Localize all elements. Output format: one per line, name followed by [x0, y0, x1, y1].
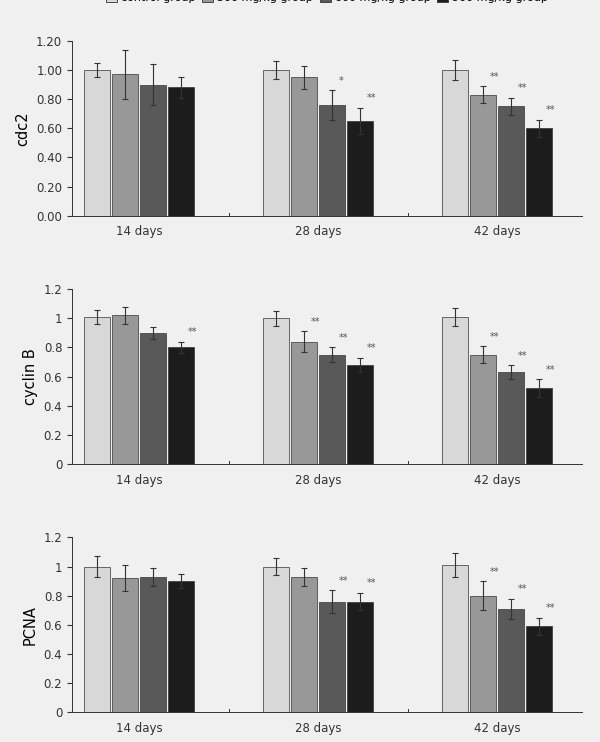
- Bar: [526, 128, 552, 216]
- Bar: [319, 355, 345, 464]
- Bar: [470, 95, 496, 216]
- Bar: [168, 581, 194, 712]
- Text: **: **: [367, 93, 376, 103]
- Text: **: **: [490, 567, 499, 577]
- Bar: [140, 577, 166, 712]
- Bar: [526, 626, 552, 712]
- Y-axis label: PCNA: PCNA: [23, 605, 38, 645]
- Bar: [291, 577, 317, 712]
- Bar: [319, 602, 345, 712]
- Bar: [112, 74, 138, 216]
- Y-axis label: cyclin B: cyclin B: [23, 348, 38, 405]
- Bar: [291, 77, 317, 216]
- Bar: [498, 106, 524, 216]
- Bar: [291, 341, 317, 464]
- Bar: [168, 347, 194, 464]
- Bar: [112, 578, 138, 712]
- Bar: [347, 365, 373, 464]
- Bar: [442, 565, 468, 712]
- Legend: control group, 300 mg/kg group, 600 mg/kg group, 900 mg/kg group: control group, 300 mg/kg group, 600 mg/k…: [104, 0, 550, 5]
- Text: **: **: [518, 350, 527, 361]
- Text: *: *: [338, 76, 343, 86]
- Bar: [442, 317, 468, 464]
- Text: **: **: [188, 327, 197, 337]
- Bar: [84, 567, 110, 712]
- Bar: [498, 609, 524, 712]
- Bar: [526, 388, 552, 464]
- Text: **: **: [338, 576, 348, 585]
- Text: **: **: [545, 105, 555, 115]
- Bar: [263, 318, 289, 464]
- Bar: [347, 602, 373, 712]
- Text: **: **: [338, 333, 348, 343]
- Text: **: **: [311, 317, 320, 327]
- Bar: [498, 372, 524, 464]
- Bar: [140, 85, 166, 216]
- Text: **: **: [518, 584, 527, 594]
- Y-axis label: cdc2: cdc2: [16, 111, 31, 145]
- Text: **: **: [490, 72, 499, 82]
- Text: **: **: [367, 579, 376, 588]
- Bar: [112, 315, 138, 464]
- Bar: [347, 121, 373, 216]
- Bar: [168, 88, 194, 216]
- Text: **: **: [545, 603, 555, 613]
- Text: **: **: [545, 365, 555, 375]
- Bar: [84, 317, 110, 464]
- Bar: [263, 70, 289, 216]
- Bar: [470, 596, 496, 712]
- Bar: [140, 333, 166, 464]
- Bar: [263, 567, 289, 712]
- Text: **: **: [518, 83, 527, 93]
- Bar: [84, 70, 110, 216]
- Bar: [470, 355, 496, 464]
- Bar: [442, 70, 468, 216]
- Text: **: **: [490, 332, 499, 341]
- Bar: [319, 105, 345, 216]
- Text: **: **: [367, 344, 376, 353]
